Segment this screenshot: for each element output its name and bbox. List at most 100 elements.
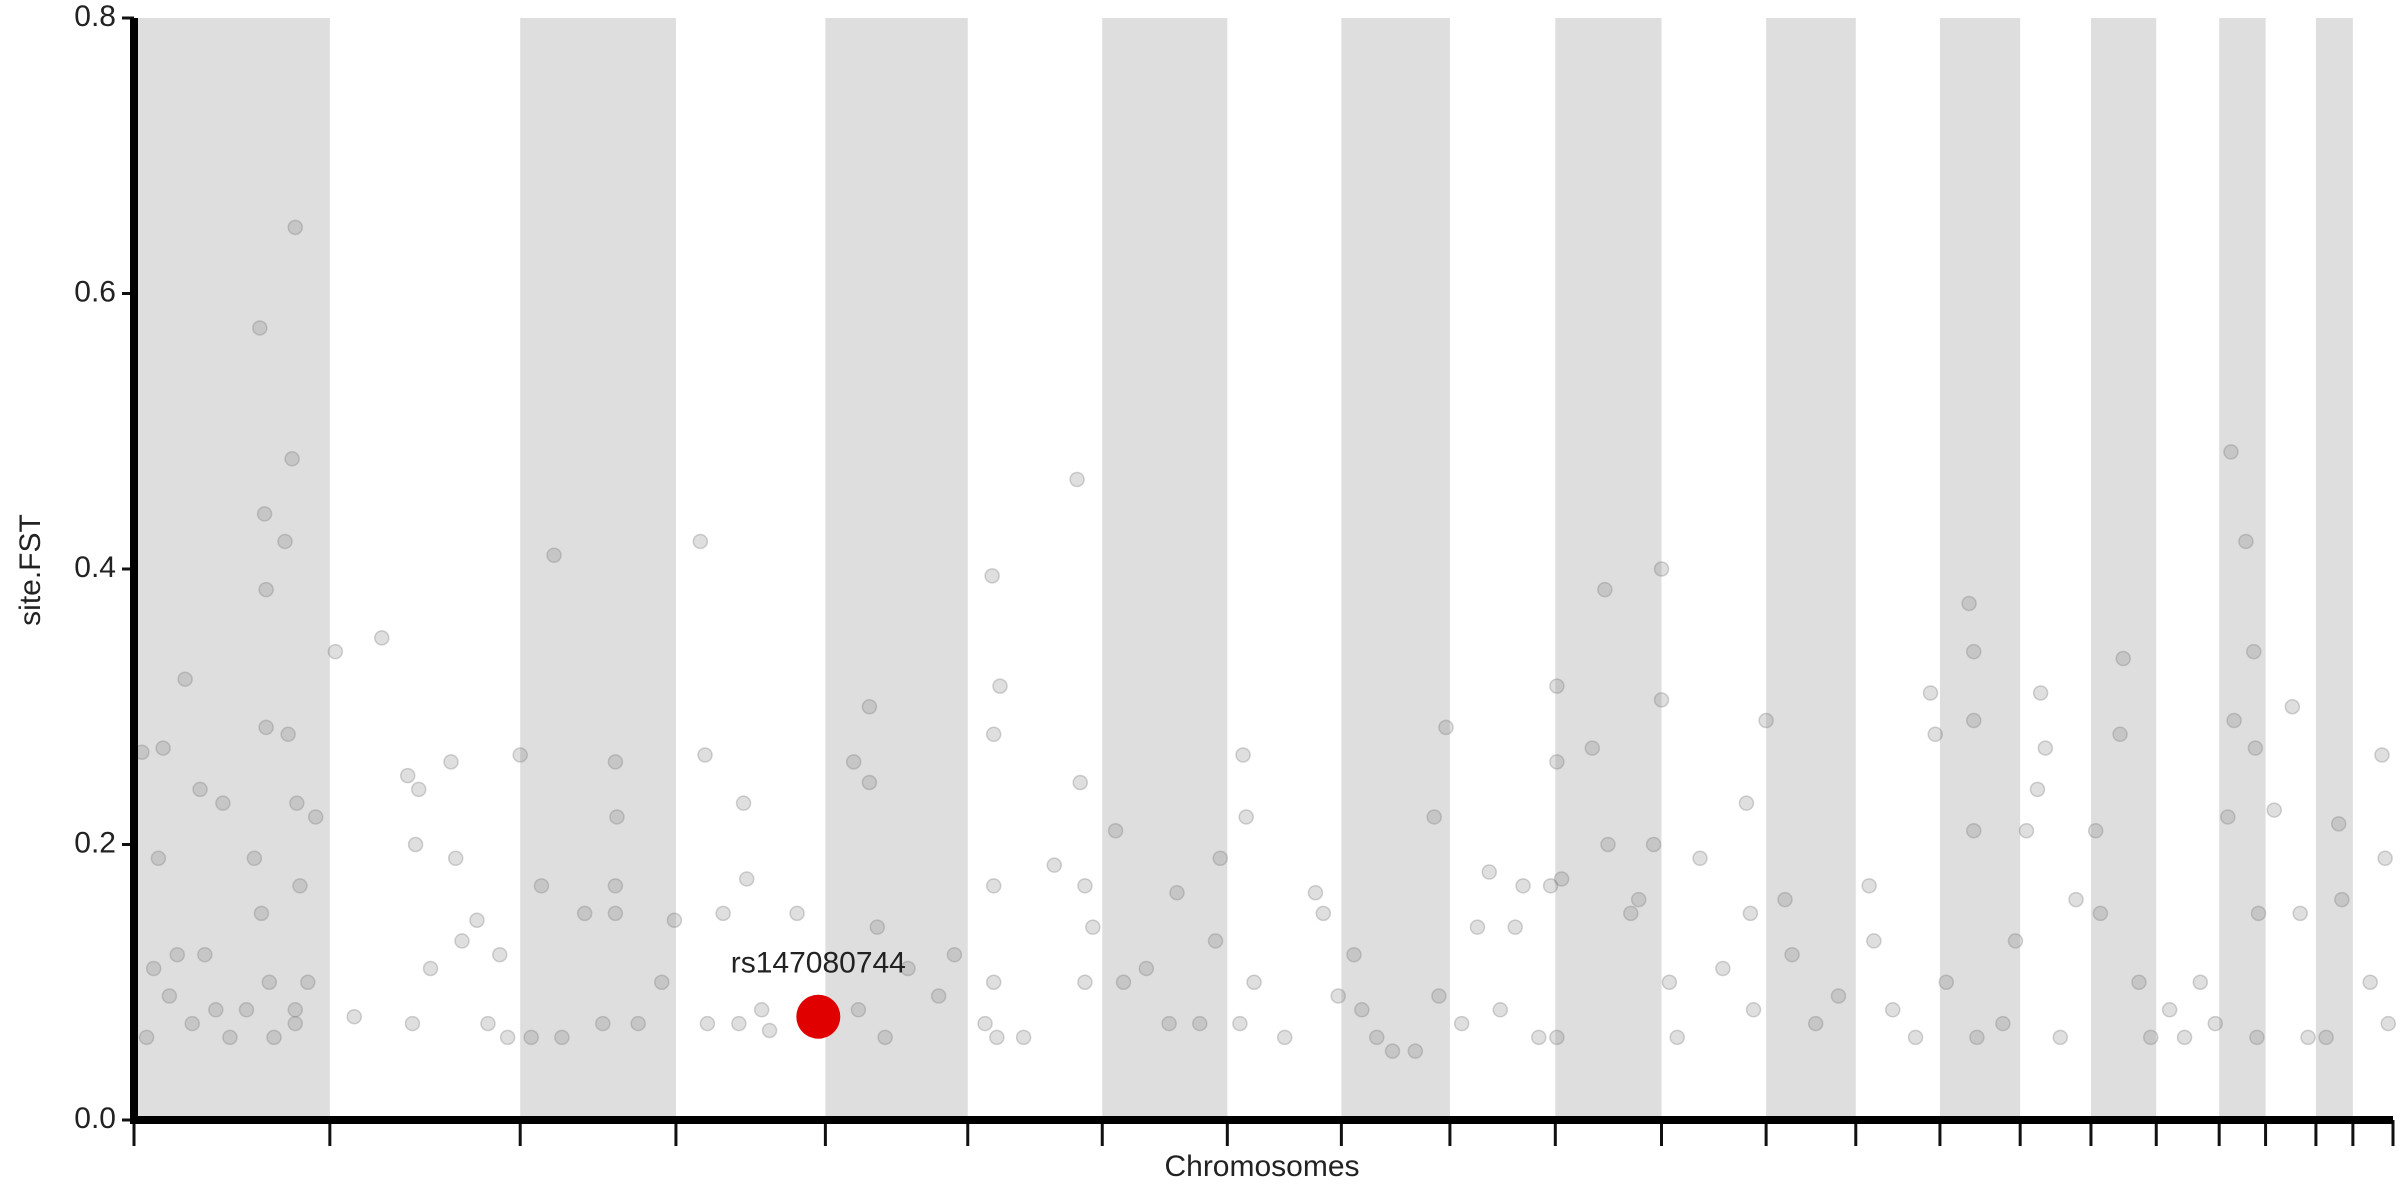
point: [985, 974, 1002, 990]
point: [1407, 1043, 1424, 1059]
point: [1600, 836, 1616, 853]
point: [407, 836, 424, 853]
point: [1653, 561, 1670, 577]
point: [1927, 726, 1943, 743]
point: [1653, 692, 1670, 708]
point: [1384, 1043, 1401, 1059]
point: [287, 1015, 303, 1032]
point: [2284, 699, 2301, 715]
point: [150, 850, 167, 867]
point: [735, 795, 752, 811]
y-axis-label: site.FST: [14, 514, 47, 626]
point: [1807, 1015, 1824, 1032]
point: [1453, 1015, 1470, 1032]
point: [292, 878, 308, 894]
point: [1115, 974, 1132, 990]
point: [252, 320, 268, 336]
point: [1169, 884, 1185, 901]
point: [197, 946, 213, 963]
point: [1438, 719, 1454, 736]
point: [2362, 974, 2378, 990]
point: [2238, 533, 2254, 550]
point: [2266, 802, 2282, 818]
point: [2246, 643, 2262, 660]
point: [246, 850, 263, 867]
point: [1884, 1002, 1901, 1018]
point: [985, 726, 1002, 743]
point: [850, 1002, 867, 1018]
point: [1966, 712, 1982, 729]
point: [289, 795, 305, 811]
point: [1922, 685, 1939, 701]
point: [2112, 726, 2128, 743]
point: [1715, 960, 1731, 977]
point: [1232, 1015, 1248, 1032]
point: [789, 905, 805, 922]
point: [1431, 988, 1447, 1004]
point: [1866, 933, 1882, 949]
point: [410, 781, 427, 798]
point: [523, 1029, 539, 1046]
point: [546, 547, 562, 563]
chromosome-band: [825, 18, 968, 1120]
point: [2300, 1029, 2316, 1046]
point: [1161, 1015, 1177, 1032]
point: [454, 933, 470, 949]
y-tick-label: 0.8: [74, 0, 116, 33]
point: [554, 1029, 570, 1046]
point: [1830, 988, 1847, 1004]
point: [1966, 643, 1982, 660]
point: [607, 905, 624, 922]
point: [761, 1022, 778, 1039]
point: [2032, 685, 2049, 701]
point: [222, 1029, 238, 1046]
point: [399, 767, 416, 784]
point: [2161, 1002, 2178, 1018]
point: [877, 1029, 893, 1046]
point: [280, 726, 296, 743]
point: [192, 781, 208, 798]
point: [1246, 974, 1262, 990]
point: [1207, 933, 1224, 949]
point: [1861, 878, 1877, 894]
point: [1077, 878, 1093, 894]
point: [1623, 905, 1639, 922]
chromosome-band: [1341, 18, 1450, 1120]
point: [977, 1015, 993, 1032]
point: [1966, 822, 1982, 839]
point: [404, 1015, 421, 1032]
point: [715, 905, 731, 922]
point: [1630, 891, 1647, 908]
point: [2142, 1029, 2159, 1046]
point: [2029, 781, 2046, 798]
point: [1758, 712, 1774, 729]
point: [2115, 650, 2131, 667]
point: [1492, 1002, 1509, 1018]
point: [607, 754, 624, 770]
point: [1745, 1002, 1762, 1018]
point: [2330, 816, 2347, 832]
point: [576, 905, 593, 922]
point: [1531, 1029, 1547, 1046]
point: [2247, 740, 2264, 756]
point: [992, 678, 1008, 694]
point: [1784, 946, 1800, 963]
point: [1046, 857, 1063, 873]
point: [1777, 891, 1793, 908]
point: [1107, 822, 1124, 839]
point: [145, 960, 162, 977]
point: [1077, 974, 1093, 990]
y-tick-label: 0.2: [74, 826, 116, 859]
chromosome-band: [1939, 18, 2021, 1120]
chromosome-band: [1555, 18, 1662, 1120]
point: [1015, 1029, 1032, 1046]
point: [261, 974, 278, 990]
point: [1138, 960, 1155, 977]
point: [1481, 864, 1497, 880]
point: [1738, 795, 1755, 811]
point: [2092, 905, 2109, 922]
point: [697, 747, 713, 763]
point: [731, 1015, 747, 1032]
point: [2087, 822, 2104, 839]
